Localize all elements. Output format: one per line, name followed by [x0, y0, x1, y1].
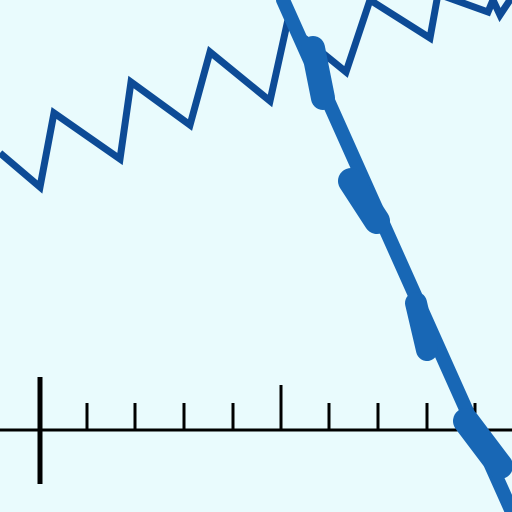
steep-line-bulge — [453, 408, 512, 479]
steep-line-bulge — [405, 292, 438, 361]
steep-line — [276, 0, 512, 512]
steep-line-bulge — [301, 36, 335, 110]
steep-line-bulge — [338, 168, 390, 234]
axis-ticks — [37, 377, 477, 484]
